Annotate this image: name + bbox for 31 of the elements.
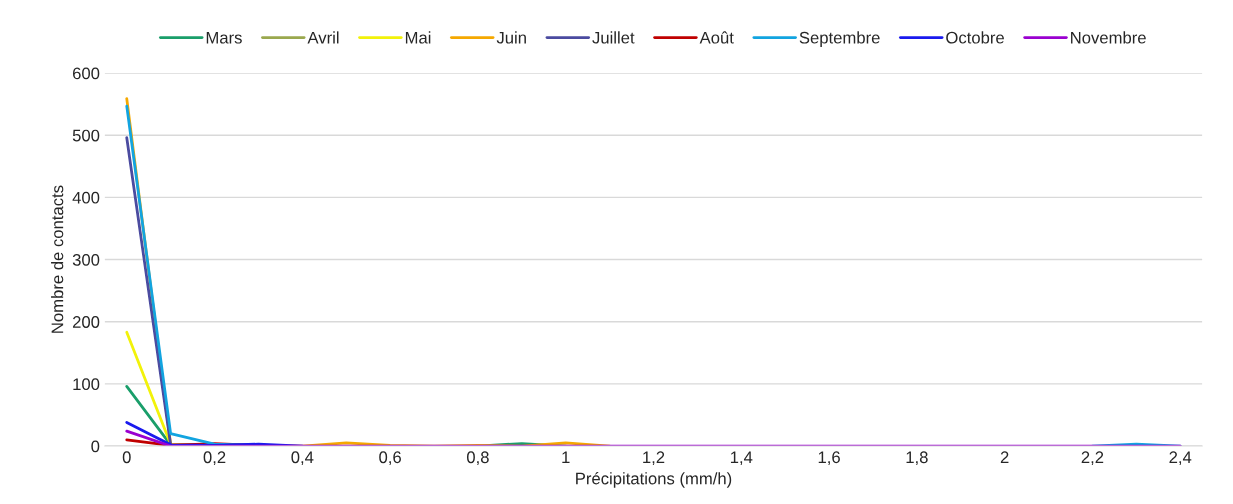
x-tick-label: 0,4	[291, 451, 314, 466]
y-tick-label: 200	[72, 316, 100, 328]
y-tick-label: 500	[72, 129, 100, 142]
x-tick-label: 0,6	[379, 451, 401, 466]
x-tick-label: 1	[562, 451, 570, 463]
legend-label: Avril	[307, 31, 339, 44]
x-tick-label: 1,6	[818, 451, 840, 466]
legend-label: Août	[699, 31, 734, 44]
legend-label: Mai	[405, 31, 431, 44]
legend-label: Novembre	[1071, 31, 1146, 44]
x-tick-label: 2,2	[1081, 451, 1104, 466]
y-axis-title: Nombre de contacts	[51, 185, 64, 333]
x-tick-label: 2	[1000, 451, 1009, 463]
y-tick-label: 100	[73, 378, 100, 391]
y-tick-label: 300	[72, 253, 100, 266]
x-tick-label: 1,4	[730, 451, 753, 466]
y-tick-label: 0	[91, 440, 100, 453]
legend-label: Juillet	[592, 31, 635, 44]
x-axis-title: Précipitations (mm/h)	[576, 471, 732, 488]
legend-label: Mars	[206, 31, 242, 44]
x-tick-label: 1,2	[643, 451, 665, 466]
x-tick-label: 2,4	[1169, 451, 1192, 466]
legend-label: Septembre	[799, 31, 880, 47]
legend-label: Octobre	[946, 31, 1004, 44]
y-tick-label: 600	[72, 67, 100, 80]
x-tick-label: 0,8	[466, 451, 489, 466]
legend-label: Juin	[496, 31, 526, 44]
x-tick-label: 0	[122, 451, 131, 464]
x-tick-label: 0,2	[203, 451, 226, 466]
x-tick-label: 1,8	[906, 451, 928, 466]
y-tick-label: 400	[72, 191, 100, 204]
